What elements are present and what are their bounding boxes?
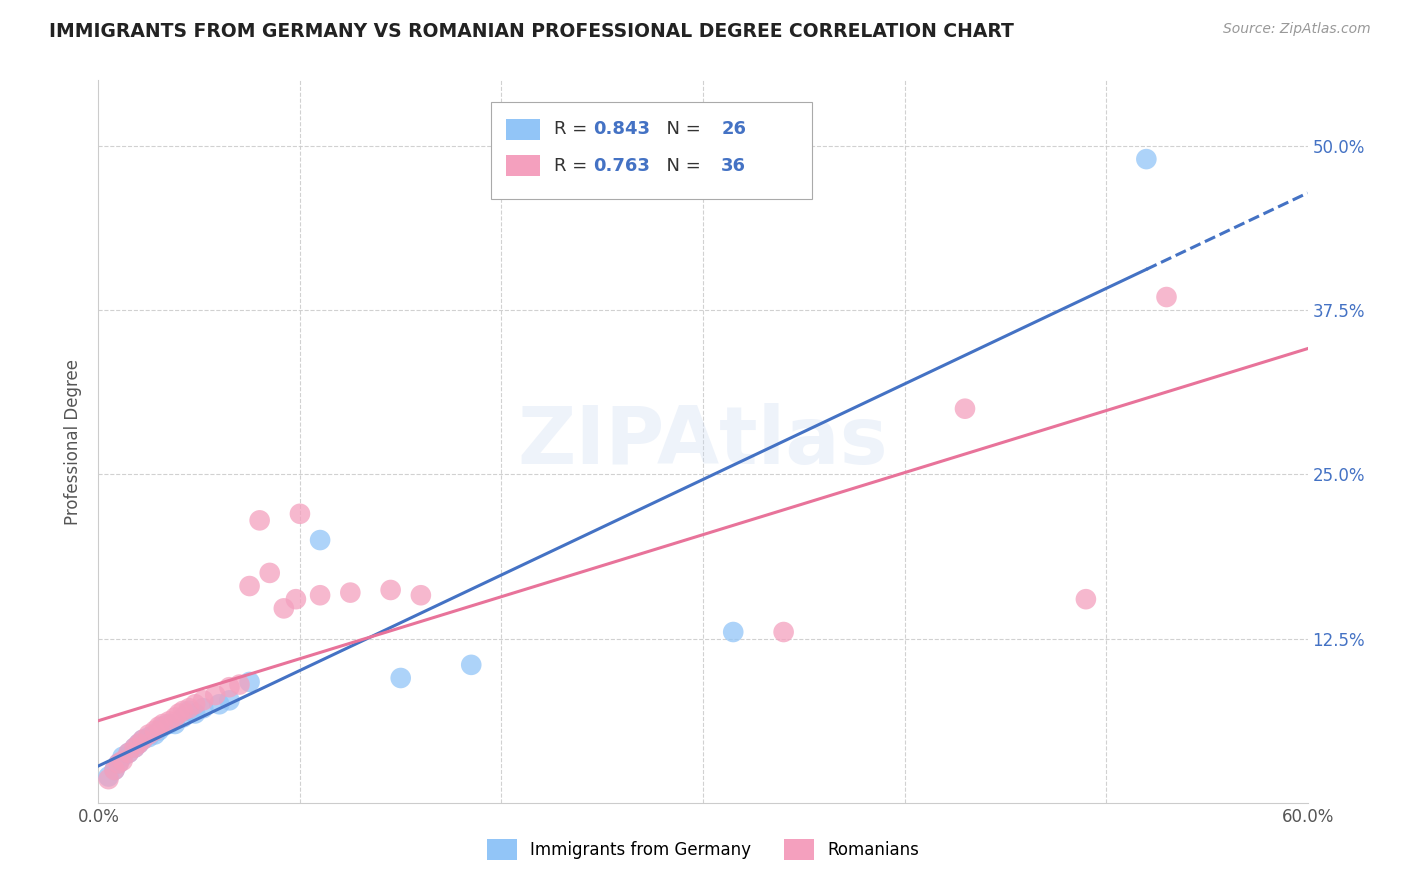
Point <box>218 680 240 694</box>
FancyBboxPatch shape <box>506 155 540 176</box>
Point <box>1156 290 1178 304</box>
Point <box>273 601 295 615</box>
Text: R =: R = <box>554 156 593 175</box>
Point <box>163 717 186 731</box>
Point <box>132 732 155 747</box>
Point <box>288 507 311 521</box>
Point <box>143 727 166 741</box>
Text: 36: 36 <box>721 156 747 175</box>
Point <box>309 588 332 602</box>
Point <box>107 756 129 771</box>
Point <box>152 720 174 734</box>
Point <box>172 710 194 724</box>
Point <box>953 401 976 416</box>
Point <box>1135 152 1157 166</box>
Text: N =: N = <box>655 156 706 175</box>
Point <box>128 737 150 751</box>
Point <box>179 704 201 718</box>
Point <box>111 754 134 768</box>
Y-axis label: Professional Degree: Professional Degree <box>65 359 83 524</box>
Point <box>339 585 361 599</box>
Point <box>124 740 146 755</box>
Point <box>409 588 432 602</box>
Point <box>218 693 240 707</box>
Point <box>157 717 180 731</box>
Point <box>259 566 281 580</box>
Text: ZIPAtlas: ZIPAtlas <box>517 402 889 481</box>
Point <box>118 746 141 760</box>
Point <box>239 675 262 690</box>
Point <box>208 698 231 712</box>
Point <box>103 763 125 777</box>
Text: 26: 26 <box>721 120 747 138</box>
Point <box>167 706 190 721</box>
Point <box>163 710 186 724</box>
Legend: Immigrants from Germany, Romanians: Immigrants from Germany, Romanians <box>479 832 927 867</box>
Point <box>228 677 250 691</box>
Point <box>111 749 134 764</box>
Point <box>284 592 307 607</box>
Point <box>184 706 207 721</box>
Point <box>389 671 412 685</box>
Text: 0.843: 0.843 <box>593 120 650 138</box>
Point <box>138 727 160 741</box>
Point <box>193 693 215 707</box>
Point <box>204 688 226 702</box>
Point <box>138 730 160 744</box>
Point <box>97 770 120 784</box>
Point <box>157 714 180 729</box>
Point <box>184 698 207 712</box>
Point <box>124 740 146 755</box>
Point <box>193 701 215 715</box>
Point <box>172 704 194 718</box>
Point <box>380 582 402 597</box>
Point <box>723 625 745 640</box>
Point <box>249 513 271 527</box>
Point <box>772 625 794 640</box>
Point <box>148 723 170 738</box>
Point <box>152 717 174 731</box>
Point <box>179 701 201 715</box>
Point <box>1074 592 1097 607</box>
Point <box>309 533 332 547</box>
Point <box>128 737 150 751</box>
Point <box>132 732 155 747</box>
Text: Source: ZipAtlas.com: Source: ZipAtlas.com <box>1223 22 1371 37</box>
Text: R =: R = <box>554 120 593 138</box>
Point <box>239 579 262 593</box>
Point <box>107 756 129 771</box>
Point <box>143 723 166 738</box>
Point <box>103 763 125 777</box>
Point <box>148 720 170 734</box>
Point <box>97 772 120 786</box>
Point <box>118 746 141 760</box>
Point <box>460 657 482 672</box>
FancyBboxPatch shape <box>506 120 540 139</box>
Text: 0.763: 0.763 <box>593 156 650 175</box>
FancyBboxPatch shape <box>492 102 811 200</box>
Text: IMMIGRANTS FROM GERMANY VS ROMANIAN PROFESSIONAL DEGREE CORRELATION CHART: IMMIGRANTS FROM GERMANY VS ROMANIAN PROF… <box>49 22 1014 41</box>
Text: N =: N = <box>655 120 706 138</box>
